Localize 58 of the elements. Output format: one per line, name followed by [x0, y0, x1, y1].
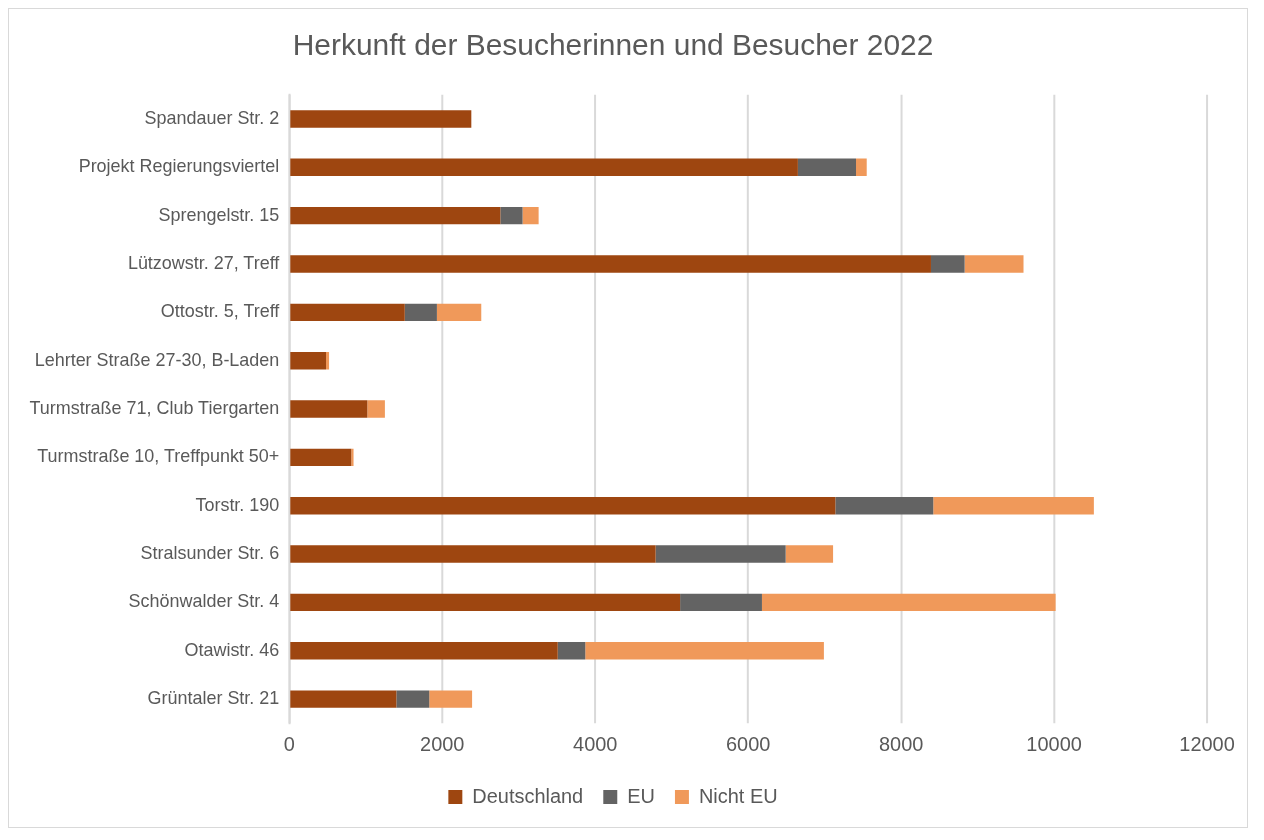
bar [290, 206, 501, 225]
x-tick-label: 12000 [1179, 732, 1235, 755]
bar [290, 110, 472, 128]
bar [964, 255, 1024, 273]
bar [290, 448, 352, 467]
bar [396, 690, 430, 708]
bar [290, 497, 836, 515]
x-tick-label: 0 [283, 732, 295, 755]
y-tick-label: Grüntaler Str. 21 [147, 688, 280, 709]
bar [326, 351, 330, 370]
x-tick-label: 6000 [725, 732, 771, 755]
bar [557, 642, 586, 660]
bar [429, 690, 473, 708]
bar [290, 690, 397, 708]
bar [655, 545, 786, 563]
y-tick-label: Stralsunder Str. 6 [140, 543, 280, 564]
bar [930, 255, 965, 273]
chart-title: Herkunft der Besucherinnen und Besucher 2022 [292, 28, 934, 62]
y-tick-label: Ottostr. 5, Treff [160, 301, 281, 322]
y-tick-label: Projekt Regierungsviertel [78, 156, 280, 177]
bar [290, 303, 405, 322]
bar [290, 593, 681, 612]
bar [290, 158, 798, 177]
x-tick-label: 4000 [573, 732, 618, 755]
y-tick-label: Schönwalder Str. 4 [128, 591, 280, 612]
y-tick-label: Turmstraße 10, Treffpunkt 50+ [37, 446, 280, 467]
bar [522, 206, 539, 225]
y-tick-label: Lützowstr. 27, Treff [127, 252, 281, 273]
bar [761, 593, 1056, 612]
bar [290, 400, 368, 418]
bar [856, 158, 867, 177]
y-tick-label: Torstr. 190 [195, 494, 280, 515]
bar [835, 497, 934, 515]
bar [680, 593, 762, 612]
x-tick-label: 2000 [420, 732, 465, 755]
bar [290, 545, 656, 563]
bar [436, 303, 482, 322]
bar [933, 497, 1094, 515]
y-tick-label: Spandauer Str. 2 [144, 107, 280, 128]
bar [500, 206, 523, 225]
legend-label: Deutschland [472, 784, 584, 807]
x-tick-label: 10000 [1026, 732, 1082, 755]
y-tick-label: Otawistr. 46 [184, 639, 280, 660]
x-tick-label: 8000 [878, 732, 924, 755]
y-tick-label: Lehrter Straße 27-30, B-Laden [34, 349, 280, 370]
bar [785, 545, 834, 563]
bar [290, 255, 931, 273]
y-tick-label: Turmstraße 71, Club Tiergarten [29, 397, 280, 418]
bar [585, 642, 824, 660]
y-tick-label: Sprengelstr. 15 [158, 204, 280, 225]
legend-label: EU [627, 784, 655, 807]
bar [797, 158, 857, 177]
bar [290, 642, 558, 660]
legend-label: Nicht EU [698, 784, 778, 807]
bar [367, 400, 385, 418]
bar [290, 351, 327, 370]
bar [351, 448, 354, 467]
bar [404, 303, 437, 322]
